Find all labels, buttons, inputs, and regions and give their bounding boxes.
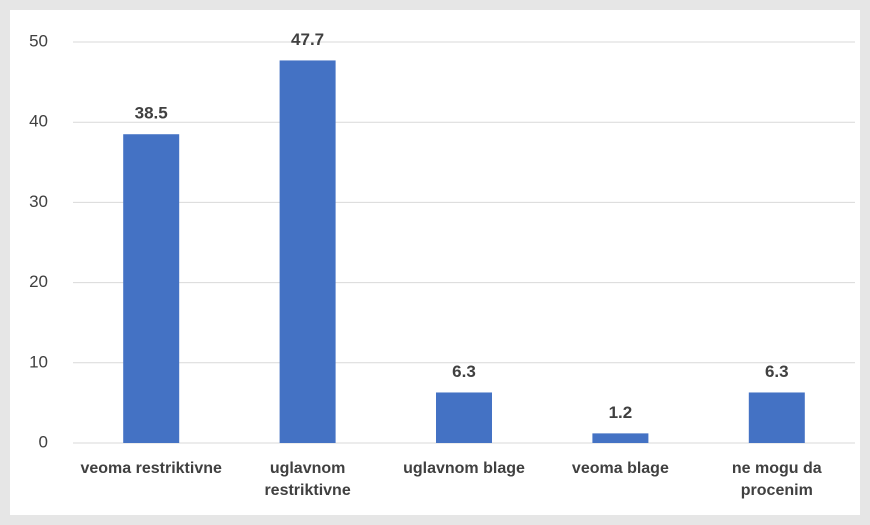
bar: [279, 60, 336, 444]
x-tick-label: ne mogu da procenim: [731, 460, 822, 499]
x-tick-label: veoma blage: [571, 460, 669, 477]
bar: [436, 392, 492, 443]
bar: [123, 134, 180, 444]
x-tick-label: uglavnom restriktivne: [264, 460, 351, 499]
bar: [592, 433, 649, 443]
y-tick-label: 30: [29, 192, 48, 211]
bar: [748, 392, 805, 443]
y-tick-label: 10: [29, 352, 48, 371]
x-tick-label: veoma restriktivne: [80, 460, 222, 477]
data-label: 38.5: [135, 104, 168, 123]
y-tick-label: 40: [29, 112, 48, 131]
data-label: 6.3: [765, 362, 789, 381]
data-label: 47.7: [291, 30, 324, 49]
y-tick-label: 50: [29, 31, 48, 50]
y-tick-label: 0: [39, 432, 48, 451]
data-label: 1.2: [609, 403, 633, 422]
data-label: 6.3: [452, 362, 476, 381]
x-tick-label: uglavnom blage: [403, 460, 525, 477]
y-tick-label: 20: [29, 272, 48, 291]
